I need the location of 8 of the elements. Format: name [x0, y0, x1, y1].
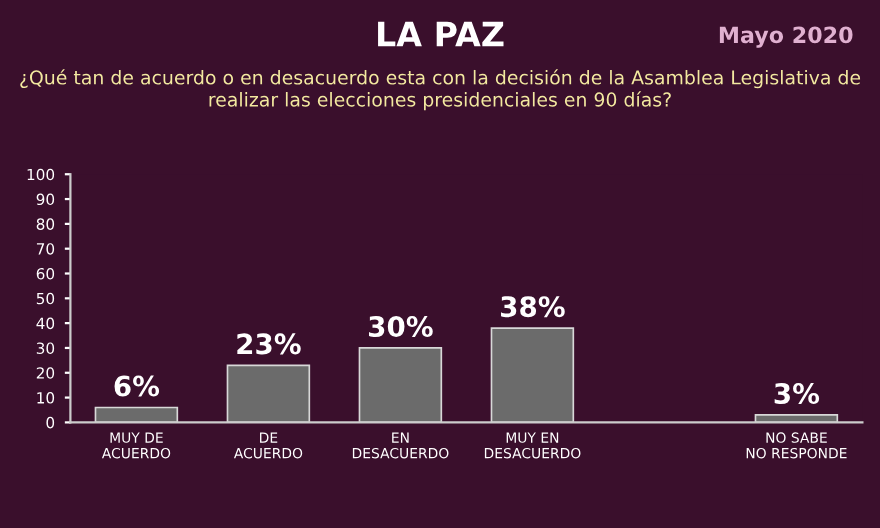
data-label: 38% — [501, 296, 565, 318]
data-label: 6% — [114, 375, 160, 397]
text: Mayo 2020 — [719, 26, 853, 48]
chart-title: LA PAZ — [378, 21, 504, 47]
chart-subtitle: ¿Qué tan de acuerdo o en desacuerdo esta con la decisión de la Asamblea Legislativa de realizar las elecciones presidenciales en 90 días? — [20, 69, 861, 111]
data-label: 23% — [237, 333, 301, 355]
data-label: 30% — [369, 316, 433, 338]
data-label: 3% — [774, 383, 820, 405]
